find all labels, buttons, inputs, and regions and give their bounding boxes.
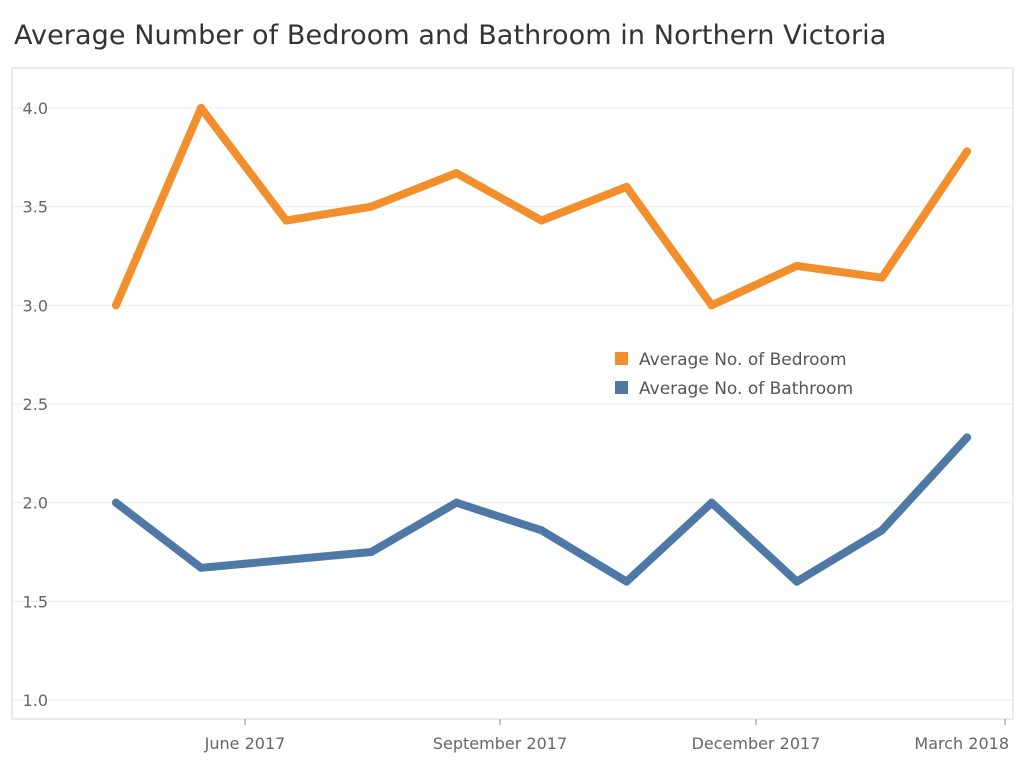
data-point[interactable] — [707, 301, 716, 310]
x-tick-label: December 2017 — [692, 734, 821, 753]
data-point[interactable] — [792, 577, 801, 586]
series-lines — [112, 104, 971, 586]
legend-swatch — [615, 381, 628, 394]
data-point[interactable] — [622, 182, 631, 191]
legend-label: Average No. of Bathroom — [639, 379, 853, 399]
data-point[interactable] — [112, 498, 120, 507]
y-tick-label: 4.0 — [23, 99, 48, 118]
data-point[interactable] — [877, 273, 886, 282]
data-point[interactable] — [367, 202, 376, 211]
y-tick-label: 3.0 — [23, 296, 48, 315]
data-point[interactable] — [963, 147, 971, 156]
data-point[interactable] — [537, 526, 546, 535]
y-tick-label: 1.5 — [23, 592, 48, 611]
axes: 1.0 1.5 2.0 2.5 3.0 3.5 4.0 June 2017 September … — [11, 67, 1014, 753]
data-point[interactable] — [963, 433, 971, 442]
data-point[interactable] — [622, 577, 631, 586]
x-tick-label: September 2017 — [433, 734, 567, 753]
data-point[interactable] — [197, 104, 206, 112]
data-point[interactable] — [282, 216, 291, 225]
data-point[interactable] — [367, 548, 376, 556]
y-tick-label: 1.0 — [23, 691, 48, 710]
data-point[interactable] — [452, 169, 461, 178]
data-point[interactable] — [707, 498, 716, 507]
legend[interactable]: Average No. of Bedroom Average No. of Bat… — [615, 350, 853, 399]
plot-frame — [11, 67, 1014, 720]
legend-swatch — [615, 352, 628, 365]
data-point[interactable] — [792, 261, 801, 270]
y-tick-label: 2.5 — [23, 395, 48, 414]
chart-title: Average Number of Bedroom and Bathroom i… — [14, 20, 887, 51]
data-point[interactable] — [197, 563, 206, 572]
x-tick-label: June 2017 — [204, 734, 286, 753]
data-point[interactable] — [282, 555, 291, 564]
data-point[interactable] — [537, 216, 546, 225]
data-point[interactable] — [452, 498, 461, 507]
x-tick-label: March 2018 — [914, 734, 1009, 753]
series-line-bathroom[interactable] — [112, 433, 971, 586]
y-tick-label: 2.0 — [23, 494, 48, 513]
data-point[interactable] — [112, 301, 120, 310]
data-point[interactable] — [877, 526, 886, 535]
legend-label: Average No. of Bedroom — [639, 350, 847, 370]
y-tick-label: 3.5 — [23, 198, 48, 217]
